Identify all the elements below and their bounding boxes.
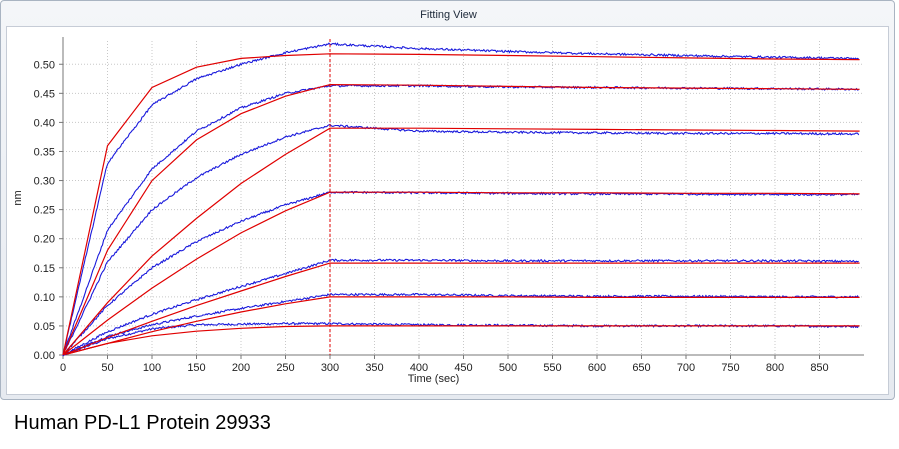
y-tick-label: 0.30 xyxy=(34,176,55,188)
fit-curve-7 xyxy=(62,53,860,356)
y-tick-label: 0.25 xyxy=(34,205,55,217)
data-trace-1 xyxy=(62,321,860,356)
x-tick-label: 550 xyxy=(543,362,561,374)
y-tick-label: 0.15 xyxy=(34,263,55,275)
x-tick-label: 250 xyxy=(276,362,294,374)
x-tick-label: 300 xyxy=(321,362,339,374)
y-tick-label: 0.00 xyxy=(34,350,55,362)
x-tick-label: 500 xyxy=(499,362,517,374)
fit-curve-1 xyxy=(62,325,860,356)
y-tick-label: 0.10 xyxy=(34,292,55,304)
x-tick-label: 650 xyxy=(632,362,650,374)
y-tick-label: 0.35 xyxy=(34,146,55,158)
x-tick-label: 100 xyxy=(143,362,161,374)
x-axis-title: Time (sec) xyxy=(408,373,460,385)
plot-frame: 0.00 0.05 0.10 0.15 0.20 0.25 0.30 0.35 0.40 0.45… xyxy=(6,26,889,395)
x-tick-label: 0 xyxy=(60,362,66,374)
x-tick-label: 600 xyxy=(588,362,606,374)
x-tick-label: 450 xyxy=(454,362,472,374)
fit-curve-6 xyxy=(62,83,860,356)
kinetics-chart: 0.00 0.05 0.10 0.15 0.20 0.25 0.30 0.35 0.40 0.45… xyxy=(12,37,864,385)
data-trace-4 xyxy=(62,190,859,356)
x-tick-label: 800 xyxy=(766,362,784,374)
fit-curve-5 xyxy=(62,127,860,356)
figure-caption: Human PD-L1 Protein 29933 xyxy=(14,412,271,434)
data-trace-5 xyxy=(62,123,860,356)
x-tick-label: 50 xyxy=(101,362,113,374)
x-tick-label: 200 xyxy=(232,362,250,374)
x-tick-label: 150 xyxy=(187,362,205,374)
x-tick-label: 350 xyxy=(365,362,383,374)
x-tick-label: 850 xyxy=(810,362,828,374)
y-tick-label: 0.05 xyxy=(34,321,55,333)
y-tick-label: 0.40 xyxy=(34,117,55,129)
data-trace-2 xyxy=(62,292,860,357)
y-tick-label: 0.50 xyxy=(34,59,55,71)
data-trace-6 xyxy=(62,83,859,357)
x-tick-label: 750 xyxy=(721,362,739,374)
data-trace-3 xyxy=(62,258,859,356)
x-tick-label: 400 xyxy=(410,362,428,374)
fitting-view-window: Fitting View 0.00 0.05 0.10 0.15 0.20 0.25 0.3… xyxy=(0,0,895,400)
fit-curve-3 xyxy=(62,262,860,356)
y-axis-title: nm xyxy=(12,190,24,205)
y-tick-label: 0.45 xyxy=(34,88,55,100)
y-tick-label: 0.20 xyxy=(34,234,55,246)
window-title: Fitting View xyxy=(420,9,477,21)
x-tick-label: 700 xyxy=(677,362,695,374)
data-trace-7 xyxy=(62,42,859,355)
fit-curve-4 xyxy=(62,191,860,356)
